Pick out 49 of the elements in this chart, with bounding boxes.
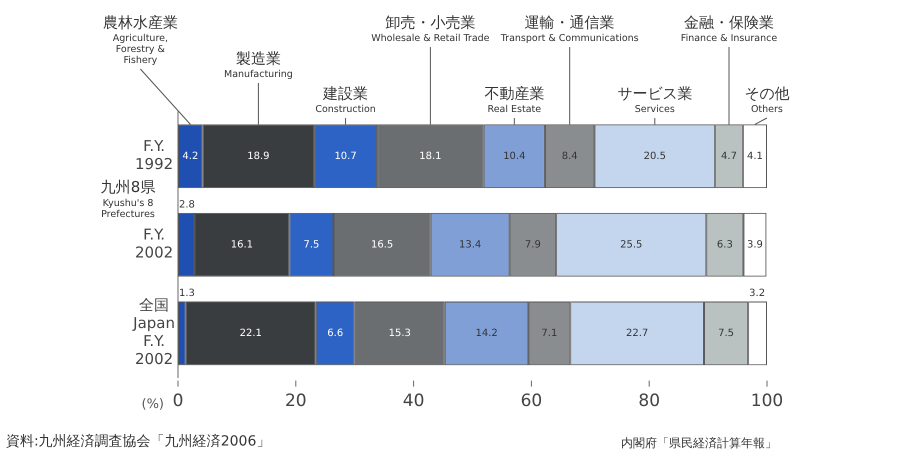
data-label: 16.1 (230, 239, 254, 250)
data-label: 18.1 (419, 150, 442, 162)
data-label: 1.3 (179, 288, 195, 300)
text: 運輸・通信業 Transport & Communications (500, 13, 639, 44)
data-label: 22.1 (240, 328, 262, 339)
series-label: サービス業 Services (617, 84, 692, 116)
data-label: 6.3 (716, 239, 733, 250)
data-label: 18.9 (247, 150, 270, 162)
data-label: 15.3 (388, 328, 411, 339)
x-tick-label: 60 (520, 391, 542, 412)
data-label: 6.6 (327, 328, 344, 339)
data-label: 7.5 (303, 239, 320, 250)
data-label: 16.5 (370, 239, 394, 250)
x-axis-title: (%) (142, 396, 164, 412)
data-label: 8.4 (562, 150, 578, 162)
text: 金融・保険業 Finance & Insurance (680, 13, 778, 44)
data-label: 7.9 (524, 239, 541, 250)
data-label: 4.2 (182, 150, 198, 162)
x-tick-label: 0 (172, 391, 184, 412)
text: 資料:九州経済調査協会「九州経済2006」 (6, 434, 270, 450)
text: 卸売・小売業 Wholesale & Retail Trade (371, 13, 490, 44)
data-label: 25.5 (620, 239, 642, 250)
data-label: 4.7 (721, 150, 737, 162)
x-tick-label: 20 (284, 391, 307, 412)
data-label: 3.2 (749, 288, 766, 300)
data-label: 4.1 (746, 150, 763, 162)
data-label: 13.4 (459, 239, 482, 250)
text: 九州8県 Kyushu's 8 Prefectures (100, 178, 156, 220)
text: 製造業 Manufacturing (224, 49, 293, 80)
x-tick-label: 40 (402, 391, 424, 412)
data-label: 10.4 (503, 150, 526, 162)
data-label: 20.5 (644, 150, 666, 162)
data-label: 3.9 (746, 239, 763, 250)
x-tick-label: 80 (638, 391, 660, 412)
data-label: 14.2 (476, 328, 498, 339)
series-label: 不動産業 Real Estate (484, 84, 544, 116)
series-label: その他 Others (744, 84, 790, 116)
data-label: 22.7 (626, 328, 648, 339)
y-tick-label: F.Y. 1992 (134, 137, 174, 174)
data-label: 10.7 (334, 150, 357, 162)
text: 内閣府「県民経済計算年報」 (621, 436, 777, 450)
data-label: 7.5 (718, 328, 734, 339)
y-tick-label: F.Y. 2002 (134, 226, 174, 262)
y-tick-label: 全国 Japan F.Y. 2002 (132, 296, 176, 368)
x-tick-label: 100 (750, 391, 784, 412)
text: 農林水産業 Agriculture, Forestry & Fishery (102, 13, 178, 66)
data-label: 2.8 (179, 200, 195, 211)
data-label: 7.1 (541, 328, 558, 339)
series-label: 建設業 Construction (315, 84, 376, 116)
